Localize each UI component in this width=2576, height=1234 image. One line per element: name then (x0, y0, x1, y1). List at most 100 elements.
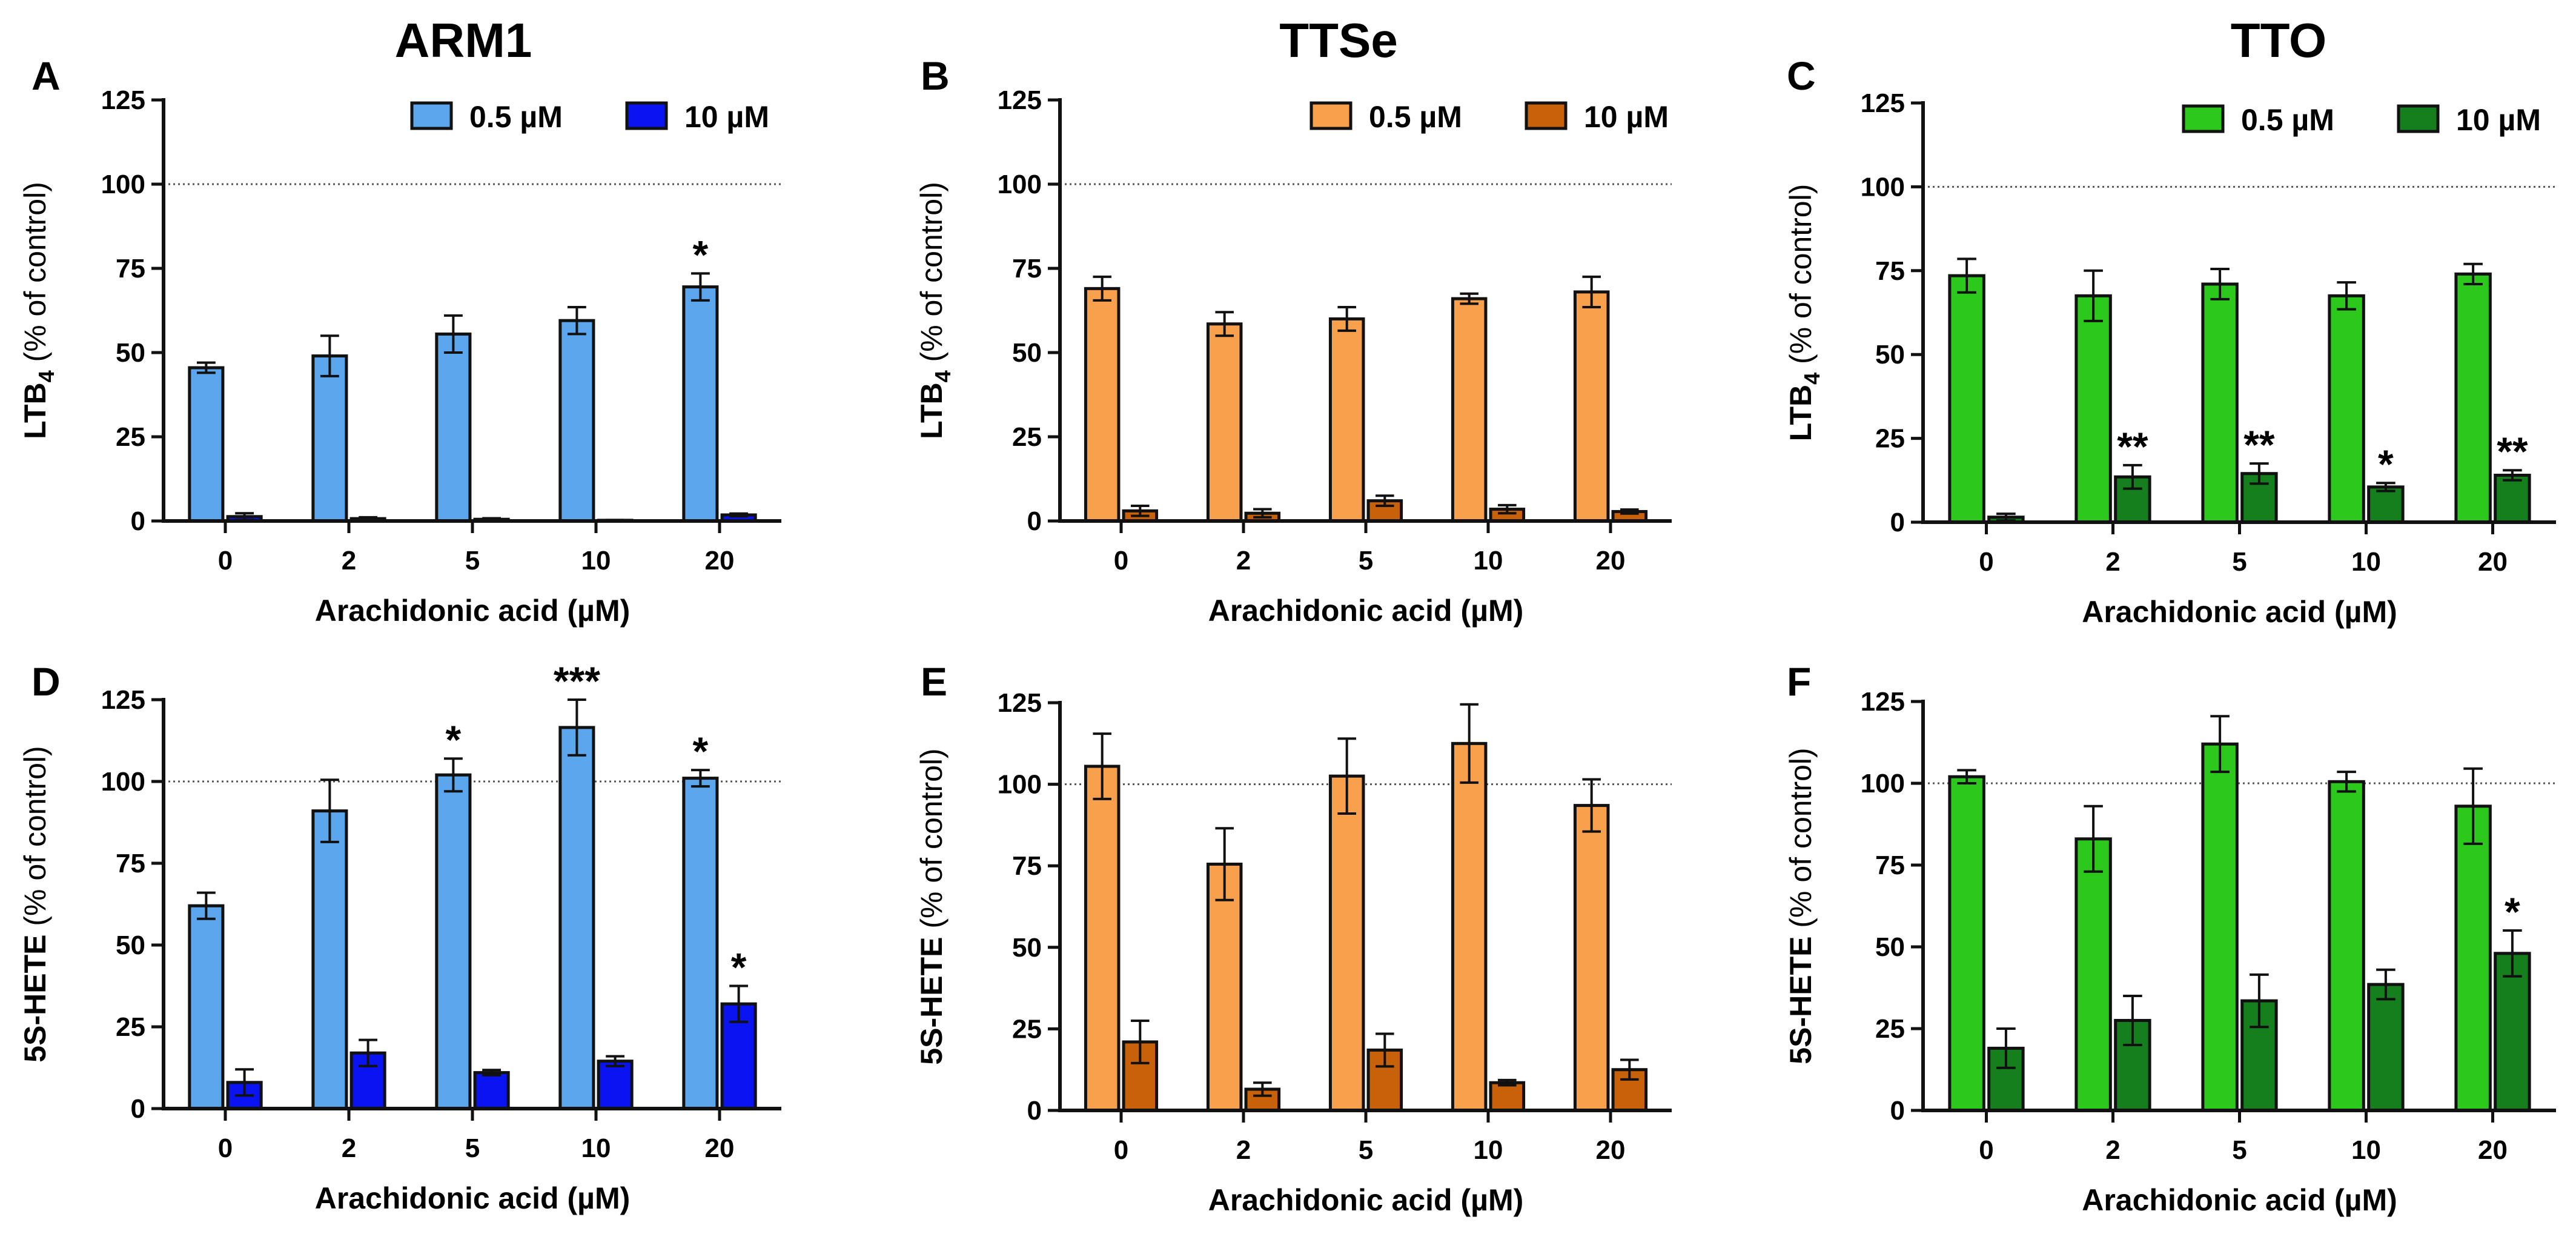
y-tick-label: 100 (1861, 172, 1905, 202)
bar-low-20 (1573, 290, 1610, 523)
x-tick-label: 5 (1359, 546, 1373, 576)
y-axis-label-subscript: 4 (34, 370, 59, 382)
bar-low-20 (682, 285, 719, 523)
bar-low-10 (2328, 780, 2365, 1112)
x-tick-label: 10 (1474, 546, 1503, 576)
significance-marker: * (693, 729, 709, 774)
y-axis-label: LTB4 (% of control) (915, 182, 955, 439)
y-axis-label-main: 5S-HETE (915, 937, 949, 1065)
y-tick-label: 75 (116, 849, 145, 878)
y-axis-label-rest: (% of control) (1784, 748, 1818, 936)
panel-letter: F (1787, 659, 1811, 704)
y-tick-label: 50 (116, 338, 145, 368)
bar-high-10 (2367, 983, 2405, 1112)
y-axis-label: 5S-HETE (% of control) (18, 746, 52, 1062)
y-tick-label: 0 (1027, 1096, 1042, 1126)
y-axis-label: LTB4 (% of control) (1784, 184, 1824, 442)
bar-low-10 (558, 726, 595, 1110)
y-tick-label: 100 (1861, 769, 1905, 798)
bar-high-20 (2494, 473, 2531, 524)
x-tick-label: 10 (1474, 1135, 1503, 1165)
x-tick-label: 20 (705, 546, 735, 576)
y-tick-label: 100 (101, 767, 145, 797)
y-tick-label: 75 (116, 254, 145, 284)
bar-low-0 (1084, 287, 1121, 523)
y-tick-label: 25 (116, 422, 145, 452)
y-tick-label: 75 (1875, 851, 1905, 880)
significance-marker: * (693, 232, 709, 277)
x-tick-label: 20 (705, 1133, 735, 1163)
x-tick-label: 2 (1236, 1135, 1251, 1165)
legend-swatch-high (2397, 104, 2440, 133)
legend-swatch-low (410, 101, 453, 130)
y-tick-label: 25 (1012, 1014, 1042, 1044)
bar-low-10 (2328, 294, 2365, 524)
bar-low-10 (1451, 297, 1488, 523)
x-tick-label: 2 (1236, 546, 1251, 576)
y-axis-label: LTB4 (% of control) (18, 182, 59, 439)
x-axis-label: Arachidonic acid (µM) (1208, 594, 1524, 628)
bar-low-20 (682, 777, 719, 1110)
bar-low-0 (188, 366, 225, 523)
x-axis-label: Arachidonic acid (µM) (2082, 595, 2397, 629)
panel-letter: E (921, 659, 947, 704)
legend-swatch-high (625, 101, 668, 130)
x-tick-label: 5 (465, 546, 480, 576)
bar-high-10 (2367, 485, 2405, 524)
y-tick-label: 50 (1012, 338, 1042, 368)
y-tick-label: 75 (1012, 254, 1042, 284)
legend-swatch-high (1525, 101, 1568, 130)
legend-label: 10 µM (2456, 103, 2541, 137)
legend-label: 0.5 µM (2241, 103, 2334, 137)
y-tick-label: 50 (1875, 932, 1905, 962)
x-tick-label: 10 (581, 1133, 611, 1163)
y-axis-label-main: LTB (18, 382, 52, 439)
legend-swatch-low (2182, 104, 2225, 133)
bar-low-5 (435, 773, 472, 1110)
significance-marker: * (2505, 889, 2520, 934)
x-axis-label: Arachidonic acid (µM) (315, 1181, 631, 1215)
x-axis-label: Arachidonic acid (µM) (1208, 1183, 1524, 1217)
bar-low-5 (1328, 774, 1365, 1112)
x-tick-label: 5 (465, 1133, 480, 1163)
x-tick-label: 20 (1596, 546, 1626, 576)
bar-high-10 (597, 1060, 634, 1110)
legend-label: 10 µM (1584, 100, 1669, 134)
y-axis-label: 5S-HETE (% of control) (915, 748, 949, 1064)
y-axis-label-rest: (% of control) (915, 748, 949, 937)
y-axis-label-rest: (% of control) (18, 746, 52, 934)
x-tick-label: 2 (2105, 547, 2120, 577)
bar-low-20 (2454, 804, 2492, 1112)
y-axis-label-subscript: 4 (930, 370, 955, 382)
y-tick-label: 0 (131, 506, 145, 536)
x-tick-label: 2 (342, 546, 356, 576)
significance-marker: *** (554, 658, 600, 703)
legend-label: 10 µM (684, 100, 769, 134)
bar-low-2 (2074, 294, 2112, 524)
y-tick-label: 50 (116, 930, 145, 960)
panel-letter: B (921, 53, 950, 98)
panel-letter: A (31, 53, 61, 98)
y-tick-label: 25 (116, 1012, 145, 1042)
y-tick-label: 25 (1875, 1014, 1905, 1044)
significance-marker: * (446, 717, 462, 762)
bar-low-2 (2074, 837, 2112, 1112)
bar-high-5 (473, 1071, 510, 1110)
bar-low-2 (1206, 322, 1243, 523)
x-tick-label: 20 (1596, 1135, 1626, 1165)
bar-low-0 (188, 904, 225, 1110)
bar-low-0 (1948, 274, 1985, 524)
x-tick-label: 0 (218, 1133, 233, 1163)
x-tick-label: 10 (2351, 1135, 2381, 1165)
significance-marker: ** (2243, 422, 2275, 467)
bar-high-2 (1244, 1087, 1281, 1112)
y-axis-label-main: 5S-HETE (1784, 937, 1818, 1064)
y-axis-label-rest: (% of control) (18, 182, 52, 370)
